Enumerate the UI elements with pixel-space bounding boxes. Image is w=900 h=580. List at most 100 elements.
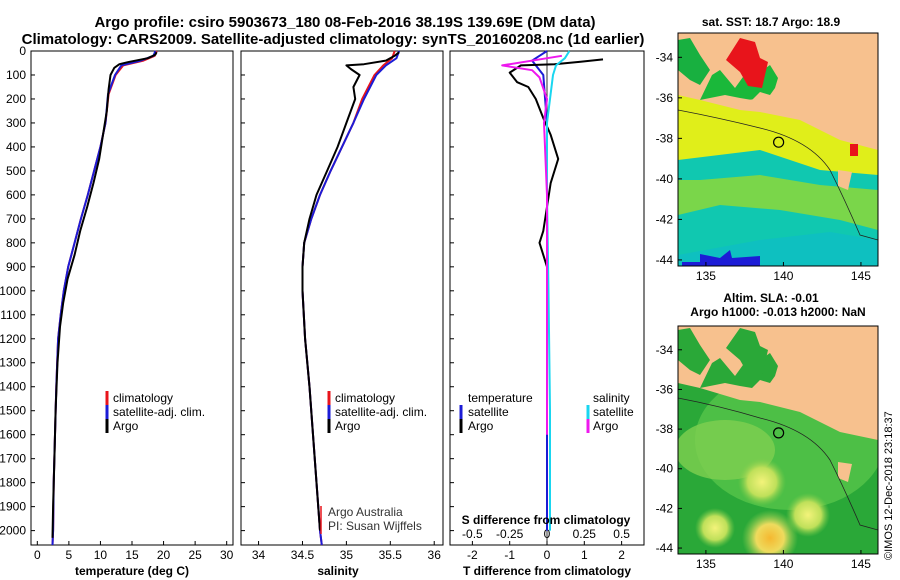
map-y-tick-label: -44: [656, 541, 674, 555]
x-tick-label: 0: [544, 548, 551, 562]
x-tick-label: 35.5: [379, 548, 403, 562]
legend-salinity-title: salinity: [593, 391, 630, 405]
depth-axis: 0 100 200 300 400 500 600 700 800 900 1000 1100 1200…: [0, 44, 454, 538]
sla-map-frame: [677, 325, 879, 555]
depth-tick-label: 2000: [0, 524, 26, 538]
legend-satellite-label: satellite-adj. clim.: [113, 405, 205, 419]
map-y-tick-label: -44: [656, 253, 674, 267]
temperature-axis: 0 5 10 15 20 25 30: [34, 541, 234, 562]
x-tick-label: 34: [252, 548, 266, 562]
legend-s-argo-label: Argo: [593, 419, 619, 433]
sst-mid-band: [678, 175, 878, 230]
sla-map: [678, 326, 878, 554]
map-y-tick-label: -34: [656, 50, 674, 64]
depth-tick-label: 100: [6, 68, 26, 82]
x-top-tick-label: -0.5: [462, 527, 483, 541]
depth-tick-label: 1000: [0, 284, 26, 298]
depth-tick-label: 500: [6, 164, 26, 178]
depth-tick-label: 600: [6, 188, 26, 202]
temperature-xlabel: temperature (deg C): [75, 564, 189, 578]
sla-high-anomaly: [738, 458, 786, 506]
sst-island: [738, 98, 760, 106]
x-tick-label: -2: [467, 548, 478, 562]
difference-top-xlabel: S difference from climatology: [462, 513, 631, 527]
temperature-plot-frame: [30, 50, 234, 546]
series-line-1-argo: [301, 51, 400, 531]
legend-t-satellite-label: satellite: [468, 405, 509, 419]
x-tick-label: 5: [66, 548, 73, 562]
legend-temperature-title: temperature: [468, 391, 533, 405]
sst-map-axes: 135 140 145 -34 -36 -38 -40 -42 -44: [656, 50, 872, 283]
sst-depth-contour: [678, 109, 878, 241]
depth-tick-label: 1800: [0, 476, 26, 490]
x-tick-label: 30: [220, 548, 234, 562]
depth-tick-label: 1600: [0, 428, 26, 442]
sst-map-frame: [677, 32, 879, 267]
sla-high-anomaly: [742, 510, 798, 554]
x-tick-label: 10: [94, 548, 108, 562]
legend-s-satellite-label: satellite: [593, 405, 634, 419]
salinity-axis: 34 34.5 35 35.5 36: [252, 541, 441, 562]
sst-hot-spot: [850, 144, 858, 156]
title-line-2: Climatology: CARS2009. Satellite-adjuste…: [22, 31, 645, 48]
sla-map-title-1: Altim. SLA: -0.01: [723, 291, 819, 305]
map-y-tick-label: -42: [656, 501, 674, 515]
difference-legend-salinity: salinity satellite Argo: [586, 391, 634, 433]
series-line-0-argo: [51, 51, 158, 538]
series-line-2-s-satellite: [546, 50, 571, 531]
depth-tick-label: 0: [19, 44, 26, 58]
difference-axis: -2 -1 0 1 2: [467, 541, 625, 562]
depth-tick-label: 1900: [0, 500, 26, 514]
sst-west-water: [678, 38, 710, 85]
map-y-tick-label: -40: [656, 172, 674, 186]
sla-map-axes: 135 140 145 -34 -36 -38 -40 -42 -44: [656, 343, 872, 571]
difference-legend-temperature: temperature satellite Argo: [459, 391, 533, 433]
map-x-tick-label: 140: [773, 269, 793, 283]
depth-tick-label: 1400: [0, 380, 26, 394]
annotation-line-1: Argo Australia: [328, 505, 403, 519]
sst-hot-gulf: [726, 38, 768, 88]
depth-tick-label: 1300: [0, 356, 26, 370]
series-line-1-satellite-adj-clim-: [301, 50, 401, 546]
legend-argo-label: Argo: [335, 419, 361, 433]
map-y-tick-label: -40: [656, 462, 674, 476]
depth-tick-label: 800: [6, 236, 26, 250]
x-top-tick-label: 0.5: [613, 527, 630, 541]
legend-climatology-label: climatology: [335, 391, 395, 405]
salinity-plot-frame: [240, 50, 444, 546]
x-tick-label: 34.5: [291, 548, 315, 562]
map-y-tick-label: -38: [656, 131, 674, 145]
sla-land: [678, 326, 878, 440]
map-x-tick-label: 135: [696, 557, 716, 571]
series-line-2-t-argo: [508, 58, 604, 315]
legend-argo-label: Argo: [113, 419, 139, 433]
sla-high-anomaly: [695, 508, 735, 548]
map-y-tick-label: -34: [656, 343, 674, 357]
sla-island: [838, 462, 852, 482]
legend-t-argo-label: Argo: [468, 419, 494, 433]
sla-depth-contour: [678, 397, 878, 531]
depth-tick-label: 1200: [0, 332, 26, 346]
sla-west-water: [678, 328, 710, 375]
difference-xlabel: T difference from climatology: [463, 564, 631, 578]
x-tick-label: 20: [157, 548, 171, 562]
depth-tick-label: 400: [6, 140, 26, 154]
depth-tick-label: 700: [6, 212, 26, 226]
annotation-line-2: PI: Susan Wijffels: [328, 519, 422, 533]
argo-location-marker: [773, 427, 785, 439]
x-top-tick-label: -0.25: [496, 527, 524, 541]
argo-location-marker: [773, 136, 785, 148]
map-x-tick-label: 145: [851, 557, 871, 571]
depth-tick-label: 900: [6, 260, 26, 274]
sla-high-anomaly: [786, 493, 830, 537]
map-y-tick-label: -36: [656, 91, 674, 105]
temperature-legend: climatology satellite-adj. clim. Argo: [105, 391, 205, 433]
sla-gulf-water: [726, 328, 768, 376]
sst-map-title: sat. SST: 18.7 Argo: 18.9: [702, 15, 841, 29]
x-tick-label: 15: [125, 548, 139, 562]
map-y-tick-label: -42: [656, 212, 674, 226]
map-x-tick-label: 135: [696, 269, 716, 283]
depth-tick-label: 1100: [0, 308, 26, 322]
x-tick-label: 0: [34, 548, 41, 562]
